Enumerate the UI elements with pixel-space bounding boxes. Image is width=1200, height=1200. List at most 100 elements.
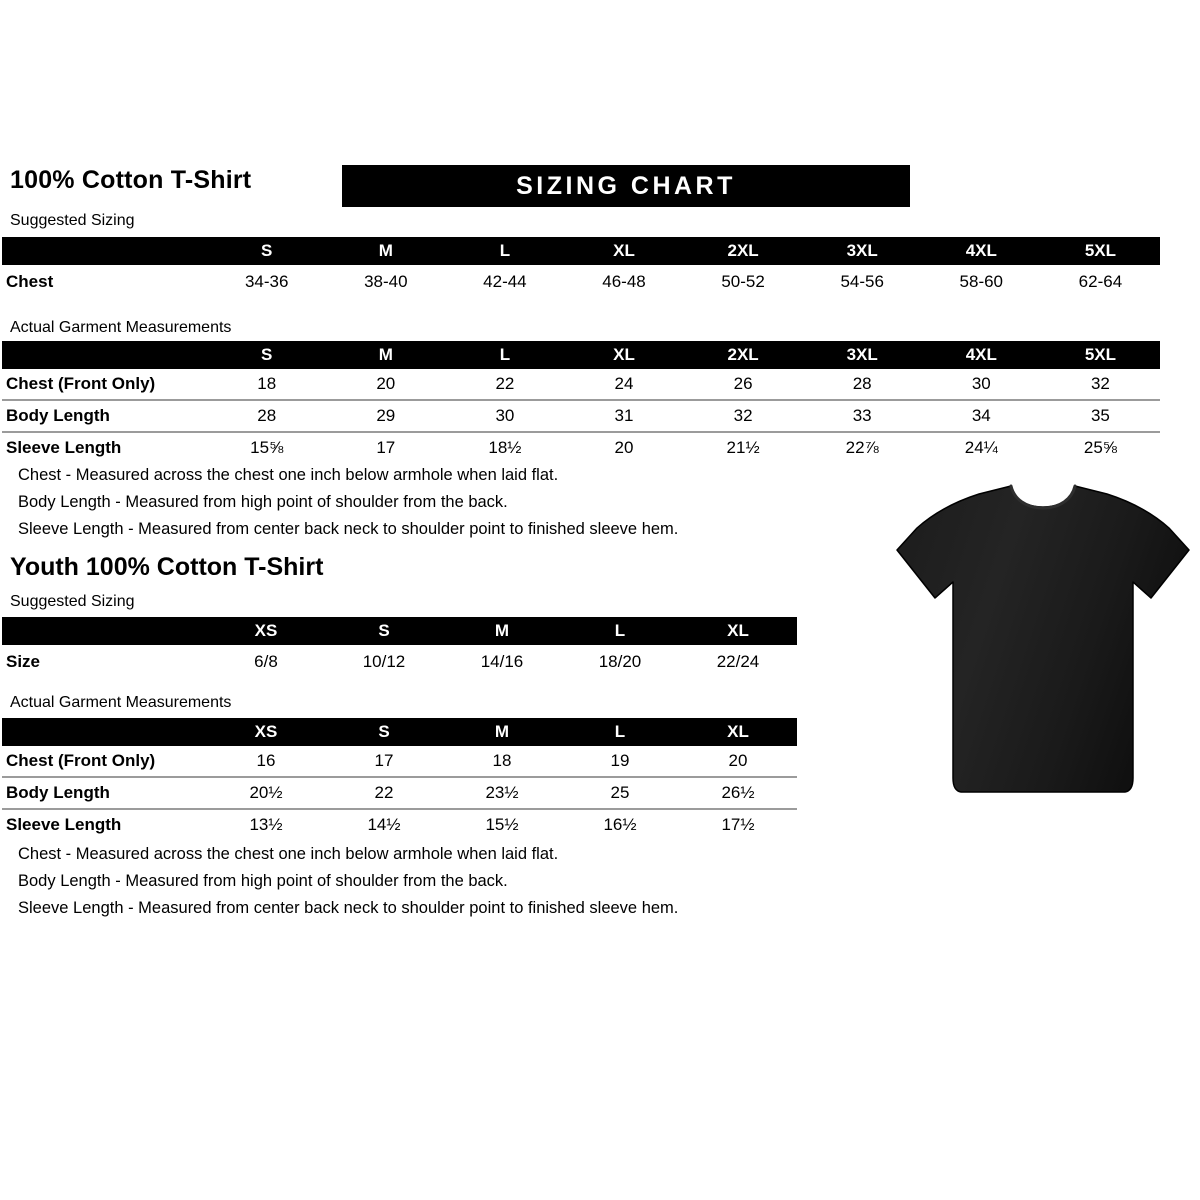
- cell-bodylength-4xl: 34: [921, 399, 1041, 432]
- cell-sleevelength-4xl: 24¼: [921, 431, 1041, 463]
- adult-suggested-table: S M L XL 2XL 3XL 4XL 5XL Chest 34-36 38-…: [2, 237, 1160, 299]
- row-label-chest: Chest: [2, 265, 208, 299]
- cell-sleevelength-l: 18½: [445, 431, 565, 463]
- col-header-blank: [2, 617, 207, 645]
- youth-suggested-table: XS S M L XL Size 6/8 10/12 14/16 18/20 2…: [2, 617, 797, 679]
- youth-actual-label: Actual Garment Measurements: [10, 694, 232, 711]
- cell-chestfront-2xl: 26: [683, 369, 803, 400]
- col-header-xl: XL: [727, 621, 749, 640]
- note-sleeve: Sleeve Length - Measured from center bac…: [18, 899, 679, 917]
- adult-actual-label: Actual Garment Measurements: [10, 319, 232, 336]
- cell-bodylength-xl: 26½: [679, 776, 797, 809]
- cell-chestfront-xs: 16: [207, 746, 325, 777]
- adult-actual-table: S M L XL 2XL 3XL 4XL 5XL Chest (Front On…: [2, 341, 1160, 463]
- col-header-xs: XS: [254, 722, 278, 741]
- col-header-xl: XL: [727, 722, 749, 741]
- row-label-body-length: Body Length: [2, 399, 208, 432]
- cell-chest-s: 34-36: [207, 265, 327, 299]
- cell-sleevelength-l: 16½: [561, 808, 679, 840]
- table-row: Body Length 20½ 22 23½ 25 26½: [2, 776, 797, 809]
- col-header-xl: XL: [613, 345, 635, 364]
- col-header-m: M: [494, 621, 510, 640]
- cell-chestfront-l: 19: [561, 746, 679, 777]
- cell-chest-3xl: 54-56: [802, 265, 922, 299]
- col-header-blank: [2, 341, 207, 369]
- col-header-m: M: [494, 722, 510, 741]
- cell-sleevelength-s: 14½: [325, 808, 443, 840]
- table-header-row: XS S M L XL: [2, 617, 797, 645]
- table-row: Size 6/8 10/12 14/16 18/20 22/24: [2, 645, 797, 679]
- cell-sleevelength-2xl: 21½: [683, 431, 803, 463]
- youth-suggested-label: Suggested Sizing: [10, 593, 135, 610]
- col-header-5xl: 5XL: [1084, 345, 1116, 364]
- cell-chestfront-4xl: 30: [921, 369, 1041, 400]
- cell-chestfront-m: 18: [443, 746, 561, 777]
- cell-size-xs: 6/8: [207, 645, 325, 679]
- col-header-l: L: [499, 345, 511, 364]
- cell-bodylength-s: 22: [325, 776, 443, 809]
- table-row: Chest (Front Only) 18 20 22 24 26 28 30 …: [2, 369, 1160, 400]
- col-header-4xl: 4XL: [965, 345, 997, 364]
- col-header-l: L: [614, 722, 626, 741]
- row-label-chest-front-only: Chest (Front Only): [2, 369, 208, 400]
- cell-size-m: 14/16: [443, 645, 561, 679]
- cell-bodylength-m: 29: [326, 399, 446, 432]
- col-header-s: S: [378, 621, 390, 640]
- cell-bodylength-3xl: 33: [802, 399, 922, 432]
- col-header-xl: XL: [613, 241, 635, 260]
- cell-sleevelength-s: 15⅝: [207, 431, 327, 463]
- cell-bodylength-2xl: 32: [683, 399, 803, 432]
- col-header-2xl: 2XL: [727, 241, 759, 260]
- col-header-xs: XS: [254, 621, 278, 640]
- row-label-size: Size: [2, 645, 207, 679]
- row-label-sleeve-length: Sleeve Length: [2, 431, 208, 463]
- col-header-m: M: [378, 345, 393, 364]
- youth-section-title: Youth 100% Cotton T-Shirt: [10, 553, 324, 581]
- cell-bodylength-m: 23½: [443, 776, 561, 809]
- cell-bodylength-s: 28: [207, 399, 327, 432]
- cell-bodylength-l: 30: [445, 399, 565, 432]
- banner-title: SIZING CHART: [516, 171, 736, 200]
- table-row: Sleeve Length 15⅝ 17 18½ 20 21½ 22⅞ 24¼ …: [2, 431, 1160, 463]
- col-header-s: S: [261, 345, 273, 364]
- note-chest: Chest - Measured across the chest one in…: [18, 466, 559, 484]
- adult-measurement-notes: Chest - Measured across the chest one in…: [18, 462, 678, 543]
- cell-chest-l: 42-44: [445, 265, 565, 299]
- cell-chestfront-5xl: 32: [1040, 369, 1160, 400]
- adult-suggested-label: Suggested Sizing: [10, 212, 135, 229]
- youth-actual-table: XS S M L XL Chest (Front Only) 16 17 18 …: [2, 718, 797, 840]
- table-row: Chest (Front Only) 16 17 18 19 20: [2, 746, 797, 777]
- cell-size-l: 18/20: [561, 645, 679, 679]
- col-header-m: M: [378, 241, 393, 260]
- cell-bodylength-xl: 31: [564, 399, 684, 432]
- cell-sleevelength-3xl: 22⅞: [802, 431, 922, 463]
- cell-chestfront-3xl: 28: [802, 369, 922, 400]
- table-row: Chest 34-36 38-40 42-44 46-48 50-52 54-5…: [2, 265, 1160, 299]
- cell-chestfront-m: 20: [326, 369, 446, 400]
- cell-sleevelength-m: 17: [326, 431, 446, 463]
- cell-sleevelength-5xl: 25⅝: [1040, 431, 1160, 463]
- cell-size-s: 10/12: [325, 645, 443, 679]
- cell-sleevelength-xs: 13½: [207, 808, 325, 840]
- col-header-2xl: 2XL: [727, 345, 759, 364]
- col-header-3xl: 3XL: [846, 345, 878, 364]
- cell-sleevelength-m: 15½: [443, 808, 561, 840]
- note-body: Body Length - Measured from high point o…: [18, 872, 508, 890]
- cell-chest-4xl: 58-60: [921, 265, 1041, 299]
- cell-chestfront-s: 17: [325, 746, 443, 777]
- table-header-row: S M L XL 2XL 3XL 4XL 5XL: [2, 341, 1160, 369]
- table-header-row: S M L XL 2XL 3XL 4XL 5XL: [2, 237, 1160, 265]
- cell-chestfront-l: 22: [445, 369, 565, 400]
- youth-measurement-notes: Chest - Measured across the chest one in…: [18, 841, 678, 922]
- cell-sleevelength-xl: 20: [564, 431, 684, 463]
- col-header-3xl: 3XL: [846, 241, 878, 260]
- cell-bodylength-l: 25: [561, 776, 679, 809]
- note-chest: Chest - Measured across the chest one in…: [18, 845, 559, 863]
- cell-sleevelength-xl: 17½: [679, 808, 797, 840]
- page-title: 100% Cotton T-Shirt: [10, 166, 252, 194]
- col-header-blank: [2, 718, 207, 746]
- sizing-chart-banner: SIZING CHART: [342, 165, 910, 207]
- cell-chestfront-xl: 20: [679, 746, 797, 777]
- col-header-s: S: [378, 722, 390, 741]
